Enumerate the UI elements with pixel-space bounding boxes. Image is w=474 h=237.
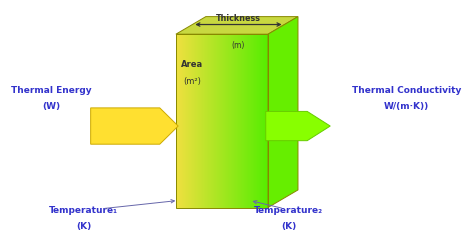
Text: (m²): (m²): [183, 77, 201, 86]
Text: Temperature₁: Temperature₁: [49, 206, 118, 215]
Text: (K): (K): [281, 222, 296, 231]
Text: (W): (W): [43, 102, 61, 111]
FancyArrow shape: [91, 108, 178, 144]
Text: Thermal Conductivity: Thermal Conductivity: [352, 86, 461, 95]
Text: (m): (m): [232, 41, 245, 50]
Text: (K): (K): [76, 222, 91, 231]
Text: Thermal Energy: Thermal Energy: [11, 86, 92, 95]
Text: Area: Area: [181, 60, 203, 69]
Text: W/(m·K)): W/(m·K)): [383, 102, 429, 111]
Text: Temperature₂: Temperature₂: [254, 206, 323, 215]
Text: Thickness: Thickness: [216, 14, 261, 23]
FancyArrow shape: [266, 111, 330, 141]
Polygon shape: [176, 17, 298, 34]
Polygon shape: [268, 17, 298, 208]
